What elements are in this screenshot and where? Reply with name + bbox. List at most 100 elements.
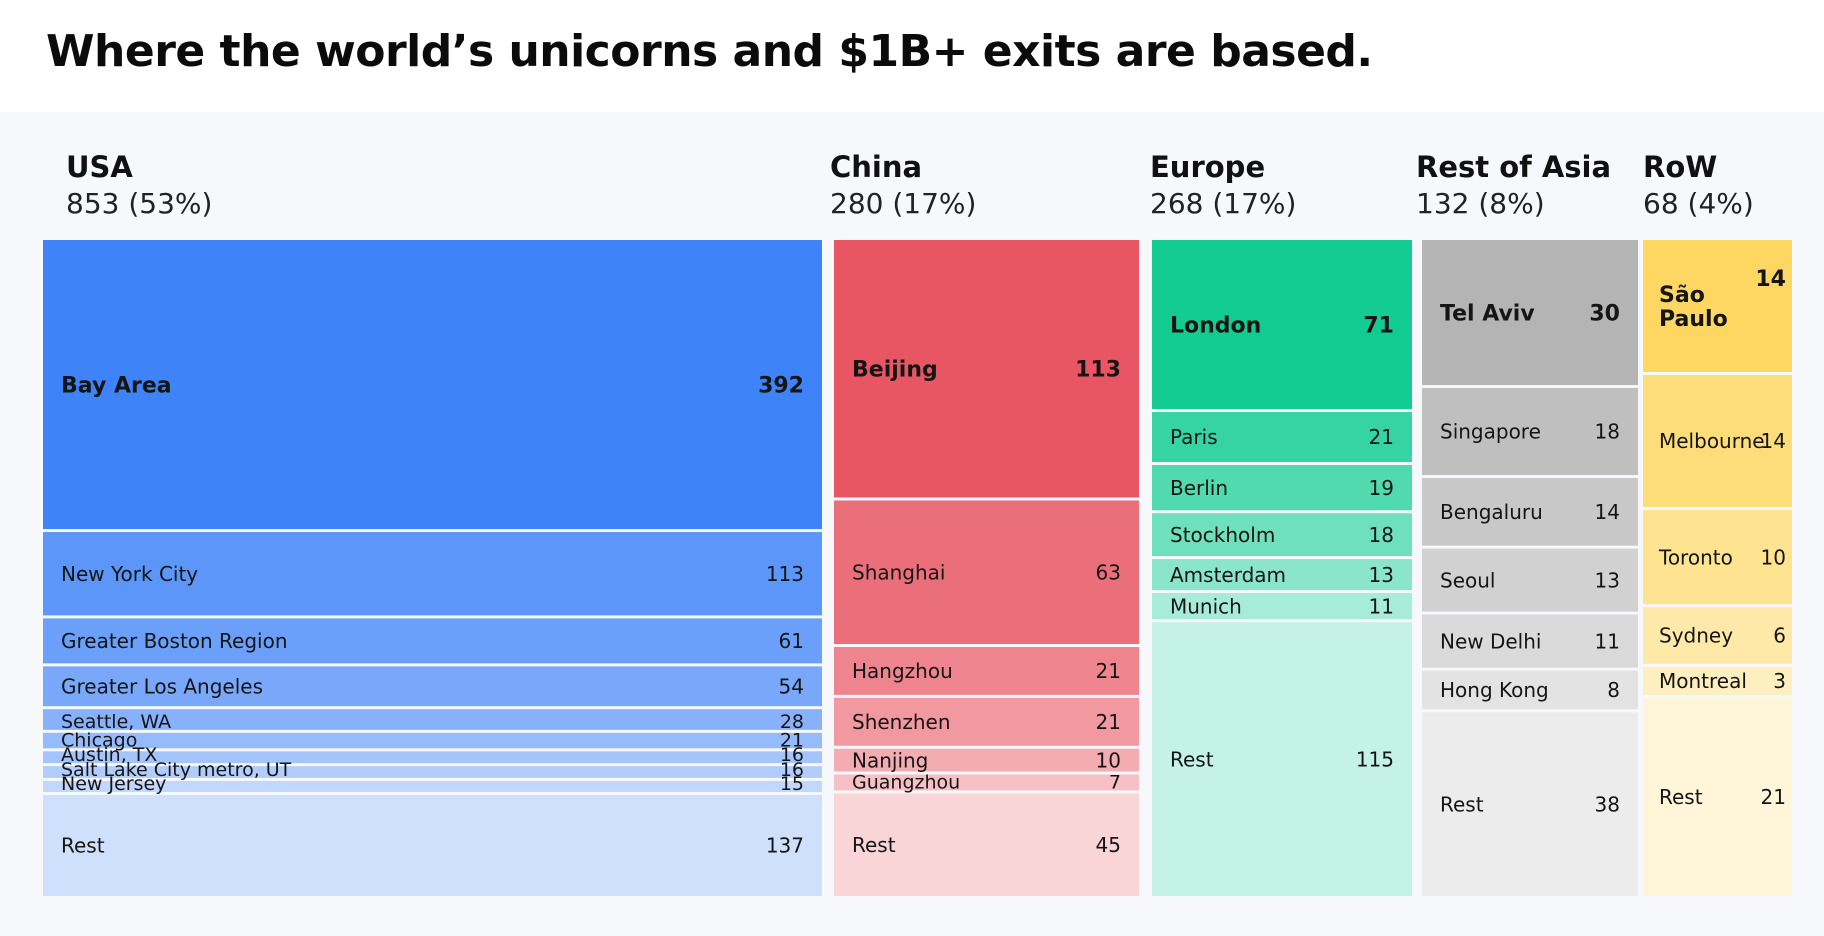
- cell-row-toronto: Toronto 10: [1643, 509, 1792, 605]
- region-total: 268 (17%): [1150, 187, 1297, 220]
- cell-label: Seattle, WA: [61, 711, 171, 733]
- cell-rect: [834, 748, 1139, 772]
- cell-value: 61: [779, 629, 804, 653]
- cell-value: 21: [1761, 785, 1786, 809]
- cell-china-guangzhou: Guangzhou 7: [834, 771, 1139, 793]
- cell-value: 3: [1773, 669, 1786, 693]
- cell-europe-stockholm: Stockholm 18: [1152, 513, 1412, 557]
- cell-value: 16: [780, 744, 804, 766]
- region-total: 68 (4%): [1643, 187, 1754, 220]
- region-name: China: [830, 150, 923, 184]
- cell-rect: [43, 751, 822, 764]
- cell-europe-rest: Rest 115: [1152, 622, 1412, 896]
- cell-europe-berlin: Berlin 19: [1152, 465, 1412, 511]
- cell-china-shanghai: Shanghai 63: [834, 500, 1139, 645]
- cell-rect: [1152, 513, 1412, 557]
- cell-value: 21: [1096, 710, 1121, 734]
- cell-europe-munich: Munich 11: [1152, 593, 1412, 620]
- cell-rect: [1643, 374, 1792, 507]
- cell-usa-new-york-city: New York City 113: [43, 532, 822, 616]
- cell-label: Seoul: [1440, 568, 1495, 592]
- cell-value: 8: [1607, 678, 1620, 702]
- cell-rect: [43, 618, 822, 664]
- cell-rect: [1643, 607, 1792, 664]
- cell-rect: [1643, 666, 1792, 696]
- cell-label: São Paulo: [1659, 283, 1728, 332]
- cell-label: Greater Boston Region: [61, 629, 288, 653]
- cell-row-montreal: Montreal 3: [1643, 666, 1792, 696]
- cell-value: 28: [780, 711, 804, 733]
- cell-rect: [834, 647, 1139, 695]
- cell-label: Sydney: [1659, 624, 1733, 648]
- cell-label: Hong Kong: [1440, 678, 1549, 702]
- cell-rest-of-asia-tel-aviv: Tel Aviv 30: [1422, 240, 1638, 385]
- cell-label: Rest: [1659, 785, 1703, 809]
- cell-rest-of-asia-rest: Rest 38: [1422, 712, 1638, 896]
- chart-title: Where the world’s unicorns and $1B+ exit…: [46, 26, 1373, 77]
- cell-value: 11: [1369, 594, 1394, 618]
- cell-value: 14: [1761, 429, 1786, 453]
- cell-label: Rest: [852, 833, 896, 857]
- cell-usa-seattle-wa: Seattle, WA 28: [43, 709, 822, 733]
- cell-usa-new-jersey: New Jersey 15: [43, 773, 822, 795]
- cell-usa-austin-tx: Austin, TX 16: [43, 744, 822, 766]
- cell-value: 18: [1595, 420, 1620, 444]
- cell-rect: [1422, 548, 1638, 612]
- cell-rect: [834, 774, 1139, 791]
- cell-label: Bengaluru: [1440, 500, 1543, 524]
- cell-value: 13: [1369, 563, 1394, 587]
- region-header-usa: USA 853 (53%): [66, 150, 212, 222]
- cell-label: Greater Los Angeles: [61, 674, 263, 698]
- cell-label: London: [1170, 313, 1261, 338]
- cell-rect: [1643, 698, 1792, 896]
- cell-rect: [834, 793, 1139, 896]
- cell-rest-of-asia-hong-kong: Hong Kong 8: [1422, 670, 1638, 710]
- cell-china-rest: Rest 45: [834, 793, 1139, 896]
- cell-value: 113: [1075, 358, 1121, 383]
- cell-label: Toronto: [1658, 545, 1733, 569]
- cell-label: Beijing: [852, 358, 938, 383]
- cell-value: 10: [1096, 748, 1121, 772]
- cell-label: New Delhi: [1440, 629, 1541, 653]
- cell-usa-greater-boston-region: Greater Boston Region 61: [43, 618, 822, 664]
- cell-rect: [43, 794, 822, 896]
- cell-value: 19: [1369, 476, 1394, 500]
- cell-rect: [43, 532, 822, 616]
- cell-usa-greater-los-angeles: Greater Los Angeles 54: [43, 666, 822, 707]
- cell-value: 392: [758, 373, 804, 398]
- cell-rect: [43, 240, 822, 530]
- cell-label: Singapore: [1440, 420, 1541, 444]
- cell-value: 38: [1595, 792, 1620, 816]
- region-header-row: RoW 68 (4%): [1643, 150, 1754, 222]
- cell-label: Salt Lake City metro, UT: [61, 759, 292, 781]
- region-name: RoW: [1643, 150, 1718, 184]
- cell-europe-paris: Paris 21: [1152, 412, 1412, 463]
- cell-usa-bay-area: Bay Area 392: [43, 240, 822, 530]
- cell-label: Austin, TX: [61, 744, 157, 766]
- cell-rect: [1152, 240, 1412, 410]
- cell-value: 21: [1369, 425, 1394, 449]
- cell-rect: [834, 240, 1139, 498]
- cell-rect: [1152, 465, 1412, 511]
- cell-label: Hangzhou: [852, 659, 953, 683]
- cell-value: 18: [1369, 523, 1394, 547]
- cell-europe-london: London 71: [1152, 240, 1412, 410]
- cell-value: 7: [1109, 771, 1121, 793]
- cell-value: 10: [1761, 545, 1786, 569]
- cell-value: 21: [1096, 659, 1121, 683]
- cell-label: Rest: [1170, 747, 1214, 771]
- cell-rect: [1422, 614, 1638, 668]
- cell-rect: [43, 732, 822, 749]
- cell-value: 113: [766, 562, 804, 586]
- cell-value: 21: [780, 729, 804, 751]
- cell-rect: [1152, 593, 1412, 620]
- cell-rect: [43, 666, 822, 707]
- cell-value: 30: [1589, 301, 1620, 326]
- cell-china-shenzhen: Shenzhen 21: [834, 697, 1139, 746]
- cell-rest-of-asia-bengaluru: Bengaluru 14: [1422, 478, 1638, 546]
- cell-row-rest: Rest 21: [1643, 698, 1792, 896]
- cell-label: Bay Area: [61, 373, 172, 398]
- cell-china-hangzhou: Hangzhou 21: [834, 647, 1139, 695]
- cell-rect: [1152, 559, 1412, 591]
